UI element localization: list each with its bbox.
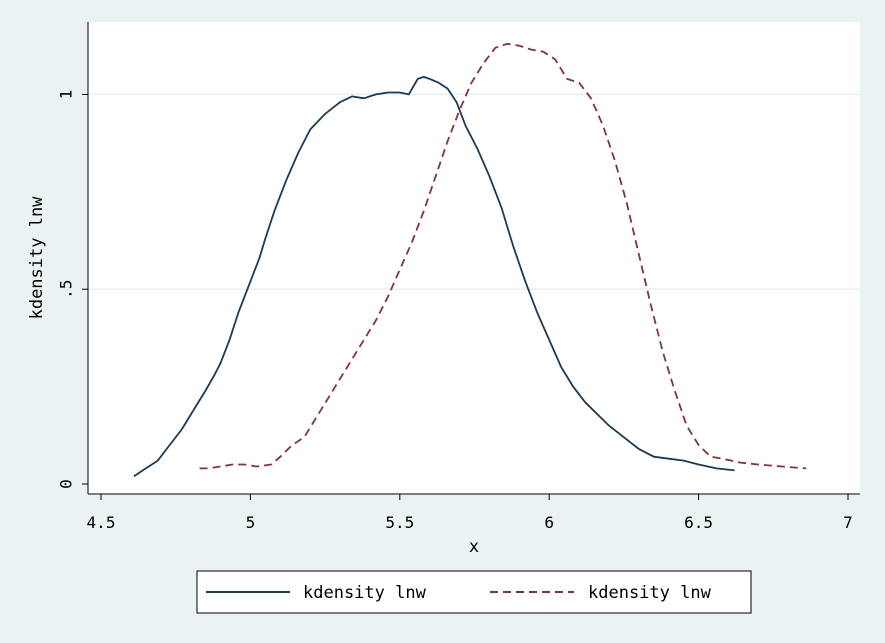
- y-tick-label: 1: [57, 90, 76, 100]
- x-axis-title: x: [469, 537, 479, 557]
- x-tick-label: 6: [544, 513, 554, 532]
- plot-area: [88, 22, 860, 494]
- x-tick-layer: 4.5 5 5.5 6 6.5 7: [87, 494, 853, 532]
- legend-label-series-1: kdensity lnw: [303, 583, 427, 603]
- series-layer: [133, 42, 807, 477]
- x-tick-label: 7: [843, 513, 853, 532]
- grid-layer: [88, 93, 860, 290]
- x-tick-label: 5: [246, 513, 256, 532]
- series-line-1: [133, 76, 735, 477]
- y-tick-label: .5: [57, 280, 76, 299]
- y-axis-title: kdensity lnw: [27, 196, 47, 320]
- y-tick-label: 0: [57, 479, 76, 489]
- x-tick-label: 4.5: [87, 513, 116, 532]
- legend-label-series-2: kdensity lnw: [588, 583, 712, 603]
- x-tick-label: 6.5: [684, 513, 713, 532]
- legend: kdensity lnw kdensity lnw: [196, 570, 752, 614]
- x-tick-label: 5.5: [385, 513, 414, 532]
- y-tick-layer: 0.51: [57, 90, 88, 489]
